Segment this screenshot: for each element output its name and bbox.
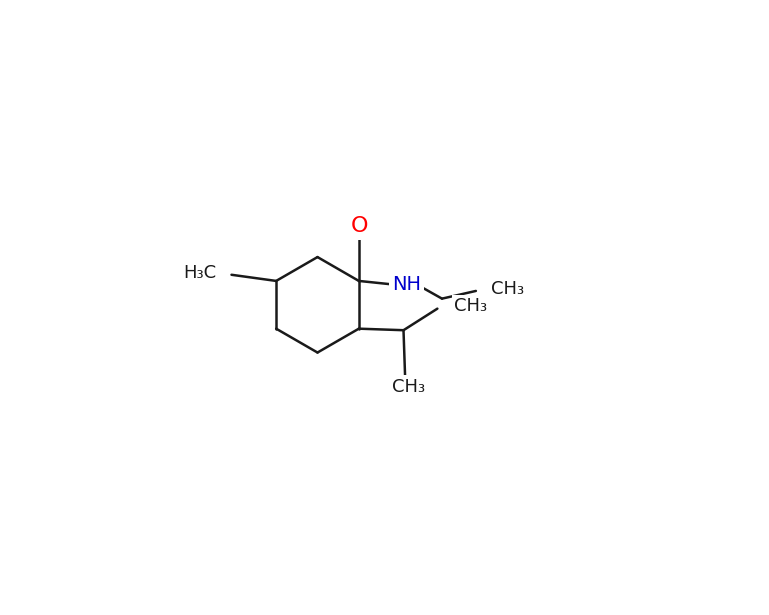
Text: CH₃: CH₃ (454, 297, 488, 315)
Text: CH₃: CH₃ (392, 378, 425, 396)
Text: H₃C: H₃C (183, 264, 216, 282)
Text: O: O (351, 216, 368, 236)
Text: CH₃: CH₃ (491, 280, 524, 298)
Text: NH: NH (392, 276, 421, 295)
